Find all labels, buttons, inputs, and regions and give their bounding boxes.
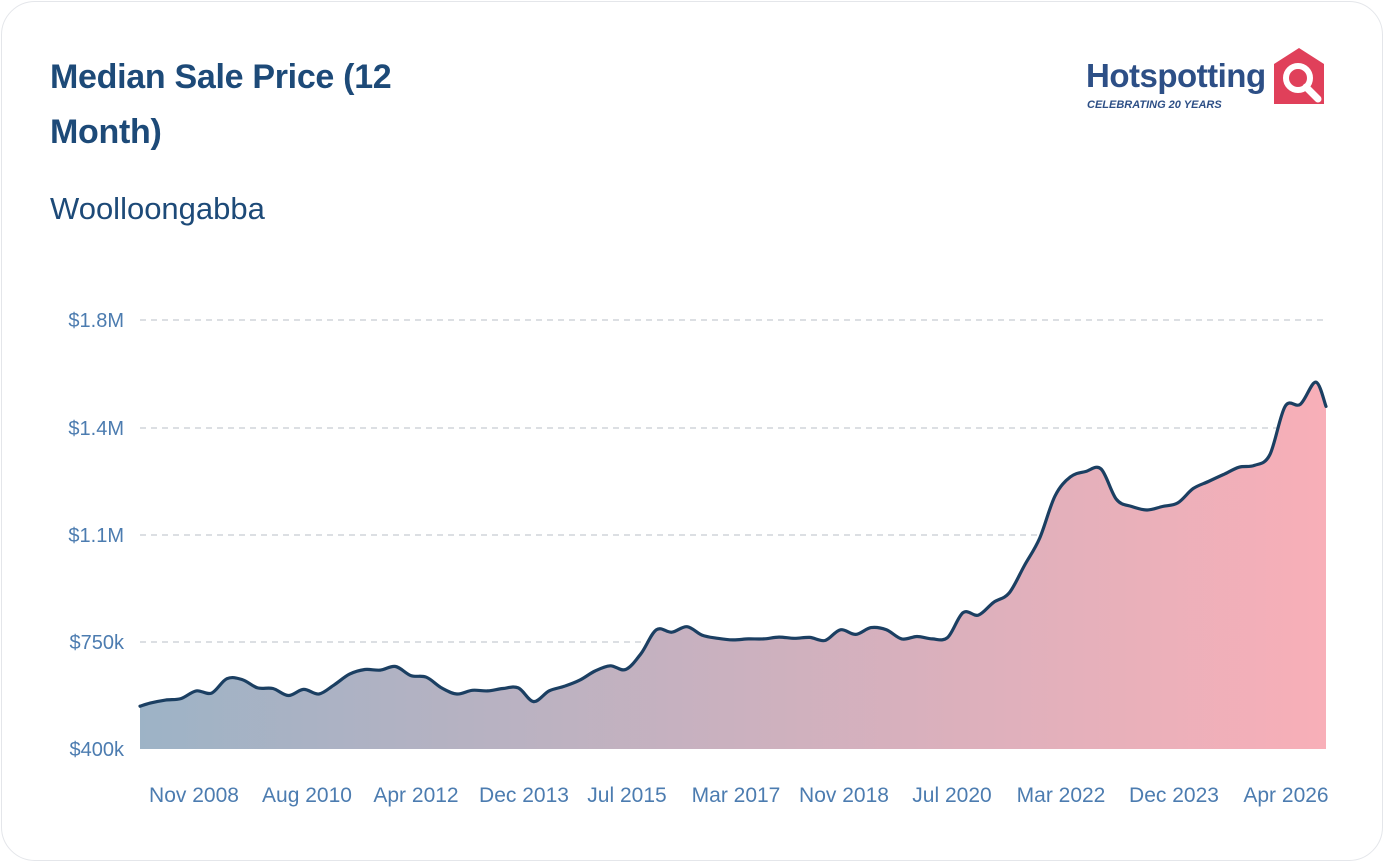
- x-tick-label: Dec 2013: [479, 784, 569, 807]
- house-magnifier-icon: [1274, 48, 1324, 104]
- logo-wordmark: Hotspotting: [1086, 57, 1266, 94]
- y-tick-label: $1.4M: [68, 418, 124, 440]
- x-tick-label: Jul 2015: [587, 784, 666, 807]
- x-tick-label: Nov 2008: [149, 784, 239, 807]
- x-tick-label: Nov 2018: [799, 784, 889, 807]
- x-tick-label: Jul 2020: [912, 784, 991, 807]
- x-tick-label: Dec 2023: [1129, 784, 1219, 807]
- logo-tagline: CELEBRATING 20 YEARS: [1087, 99, 1222, 111]
- y-tick-label: $1.8M: [68, 310, 124, 332]
- y-tick-label: $1.1M: [68, 525, 124, 547]
- x-tick-label: Mar 2022: [1017, 784, 1106, 807]
- x-tick-label: Aug 2010: [262, 784, 352, 807]
- chart-subtitle: Woolloongabba: [50, 191, 265, 226]
- price-line: [138, 380, 1328, 708]
- x-tick-label: Apr 2026: [1243, 784, 1328, 807]
- x-tick-label: Mar 2017: [692, 784, 781, 807]
- hotspotting-logo: Hotspotting CELEBRATING 20 YEARS: [1084, 46, 1328, 116]
- price-area: [140, 382, 1326, 749]
- chart-title: Median Sale Price (12 Month): [50, 58, 392, 151]
- y-axis-ticks: $400k $750k $1.1M $1.4M $1.8M: [68, 310, 125, 761]
- x-axis-ticks: Nov 2008 Aug 2010 Apr 2012 Dec 2013 Jul 2015…: [149, 784, 1329, 807]
- x-tick-label: Apr 2012: [373, 784, 458, 807]
- y-tick-label: $750k: [70, 632, 125, 654]
- y-tick-label: $400k: [70, 739, 125, 761]
